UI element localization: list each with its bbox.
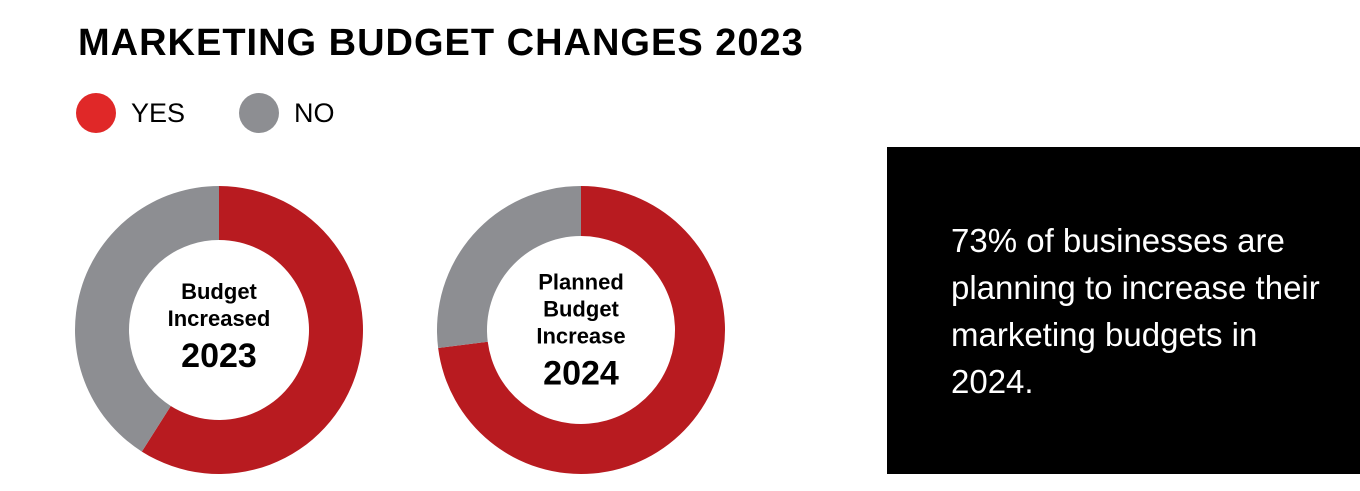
donut-slice-no — [74, 186, 220, 452]
legend: YES NO — [76, 93, 389, 133]
donut-slice-yes — [141, 186, 363, 474]
callout-text: 73% of businesses are planning to increa… — [951, 222, 1320, 400]
donut-center-label: Budget Increased — [167, 279, 271, 331]
donut-center-label: Planned Budget Increase — [536, 269, 626, 349]
donut-chart-2023 — [74, 186, 363, 474]
chart-title: MARKETING BUDGET CHANGES 2023 — [78, 22, 804, 64]
donut-chart-2024 — [437, 185, 725, 474]
donut-slice-yes — [438, 185, 725, 474]
donut-center-year: 2023 — [181, 337, 257, 375]
legend-swatch-no — [239, 93, 280, 133]
donut-center-year: 2024 — [543, 354, 619, 393]
donut-slice-no — [437, 186, 581, 349]
legend-label-no: NO — [294, 97, 335, 128]
legend-swatch-yes — [76, 93, 116, 133]
callout-box: 73% of businesses are planning to increa… — [887, 147, 1360, 474]
donut-center-2024: Planned Budget Increase 2024 — [521, 269, 641, 396]
legend-item-no: NO — [239, 93, 335, 133]
donut-center-2023: Budget Increased 2023 — [144, 278, 294, 378]
legend-label-yes: YES — [131, 97, 186, 128]
legend-item-yes: YES — [76, 93, 185, 133]
